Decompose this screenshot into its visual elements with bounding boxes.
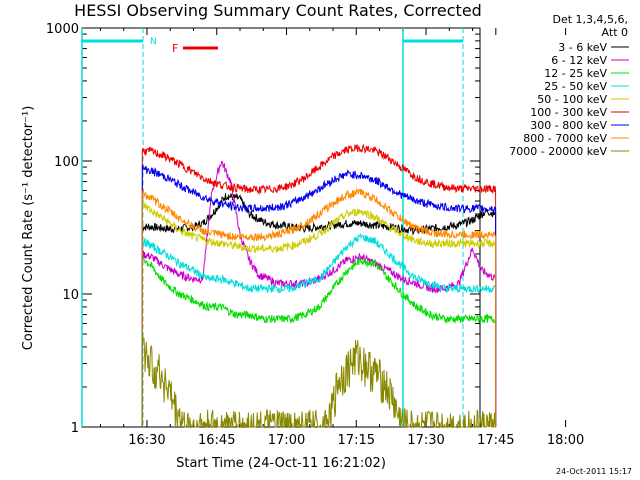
y-tick-label: 1: [71, 421, 79, 436]
legend-entry-label: 800 - 7000 keV: [523, 132, 607, 145]
x-tick-labels: 16:30 16:45 17:00 17:15 17:30 17:45 18:00: [128, 433, 584, 448]
series-line-6: [141, 163, 497, 428]
observation-markers: N F: [81, 28, 464, 427]
series-line-3: [141, 233, 497, 428]
x-tick-label: 18:00: [547, 433, 584, 448]
y-tick-label: 100: [54, 155, 79, 170]
series-line-7: [141, 187, 497, 428]
chart-title: HESSI Observing Summary Count Rates, Cor…: [74, 1, 482, 20]
legend-entry-label: 300 - 800 keV: [530, 119, 607, 132]
legend-header-attenuator: Att 0: [602, 26, 628, 39]
night-flag-label: N: [150, 37, 157, 47]
series-line-4: [141, 200, 497, 428]
flare-flag-label: F: [172, 42, 178, 55]
plot-frame: [81, 27, 481, 428]
x-tick-label: 17:15: [338, 433, 375, 448]
legend-header-detectors: Det 1,3,4,5,6,: [552, 13, 628, 26]
legend-entry-label: 3 - 6 keV: [558, 41, 607, 54]
x-axis-label: Start Time (24-Oct-11 16:21:02): [176, 456, 386, 471]
legend-entry-label: 25 - 50 keV: [544, 80, 607, 93]
y-tick-labels: 1 10 100 1000: [46, 22, 79, 436]
x-tick-label: 16:45: [198, 433, 235, 448]
y-tick-label: 1000: [46, 22, 79, 37]
series-line-8: [141, 331, 497, 429]
generation-timestamp: 24-Oct-2011 15:17: [556, 467, 632, 476]
legend-entry-label: 6 - 12 keV: [551, 54, 607, 67]
legend-entry-label: 100 - 300 keV: [530, 106, 607, 119]
x-tick-label: 16:30: [128, 433, 165, 448]
series-lines: [141, 143, 497, 429]
legend-entry-label: 12 - 25 keV: [544, 67, 607, 80]
series-line-5: [141, 143, 497, 428]
x-tick-label: 17:30: [407, 433, 444, 448]
x-tick-label: 17:45: [477, 433, 514, 448]
y-axis-label: Corrected Count Rate (s⁻¹ detector⁻¹): [21, 106, 36, 351]
legend-entry-label: 50 - 100 keV: [537, 93, 607, 106]
y-tick-label: 10: [62, 288, 79, 303]
legend-entry-label: 7000 - 20000 keV: [509, 145, 607, 158]
series-line-1: [141, 160, 497, 428]
series-line-2: [141, 253, 497, 428]
x-tick-label: 17:00: [268, 433, 305, 448]
